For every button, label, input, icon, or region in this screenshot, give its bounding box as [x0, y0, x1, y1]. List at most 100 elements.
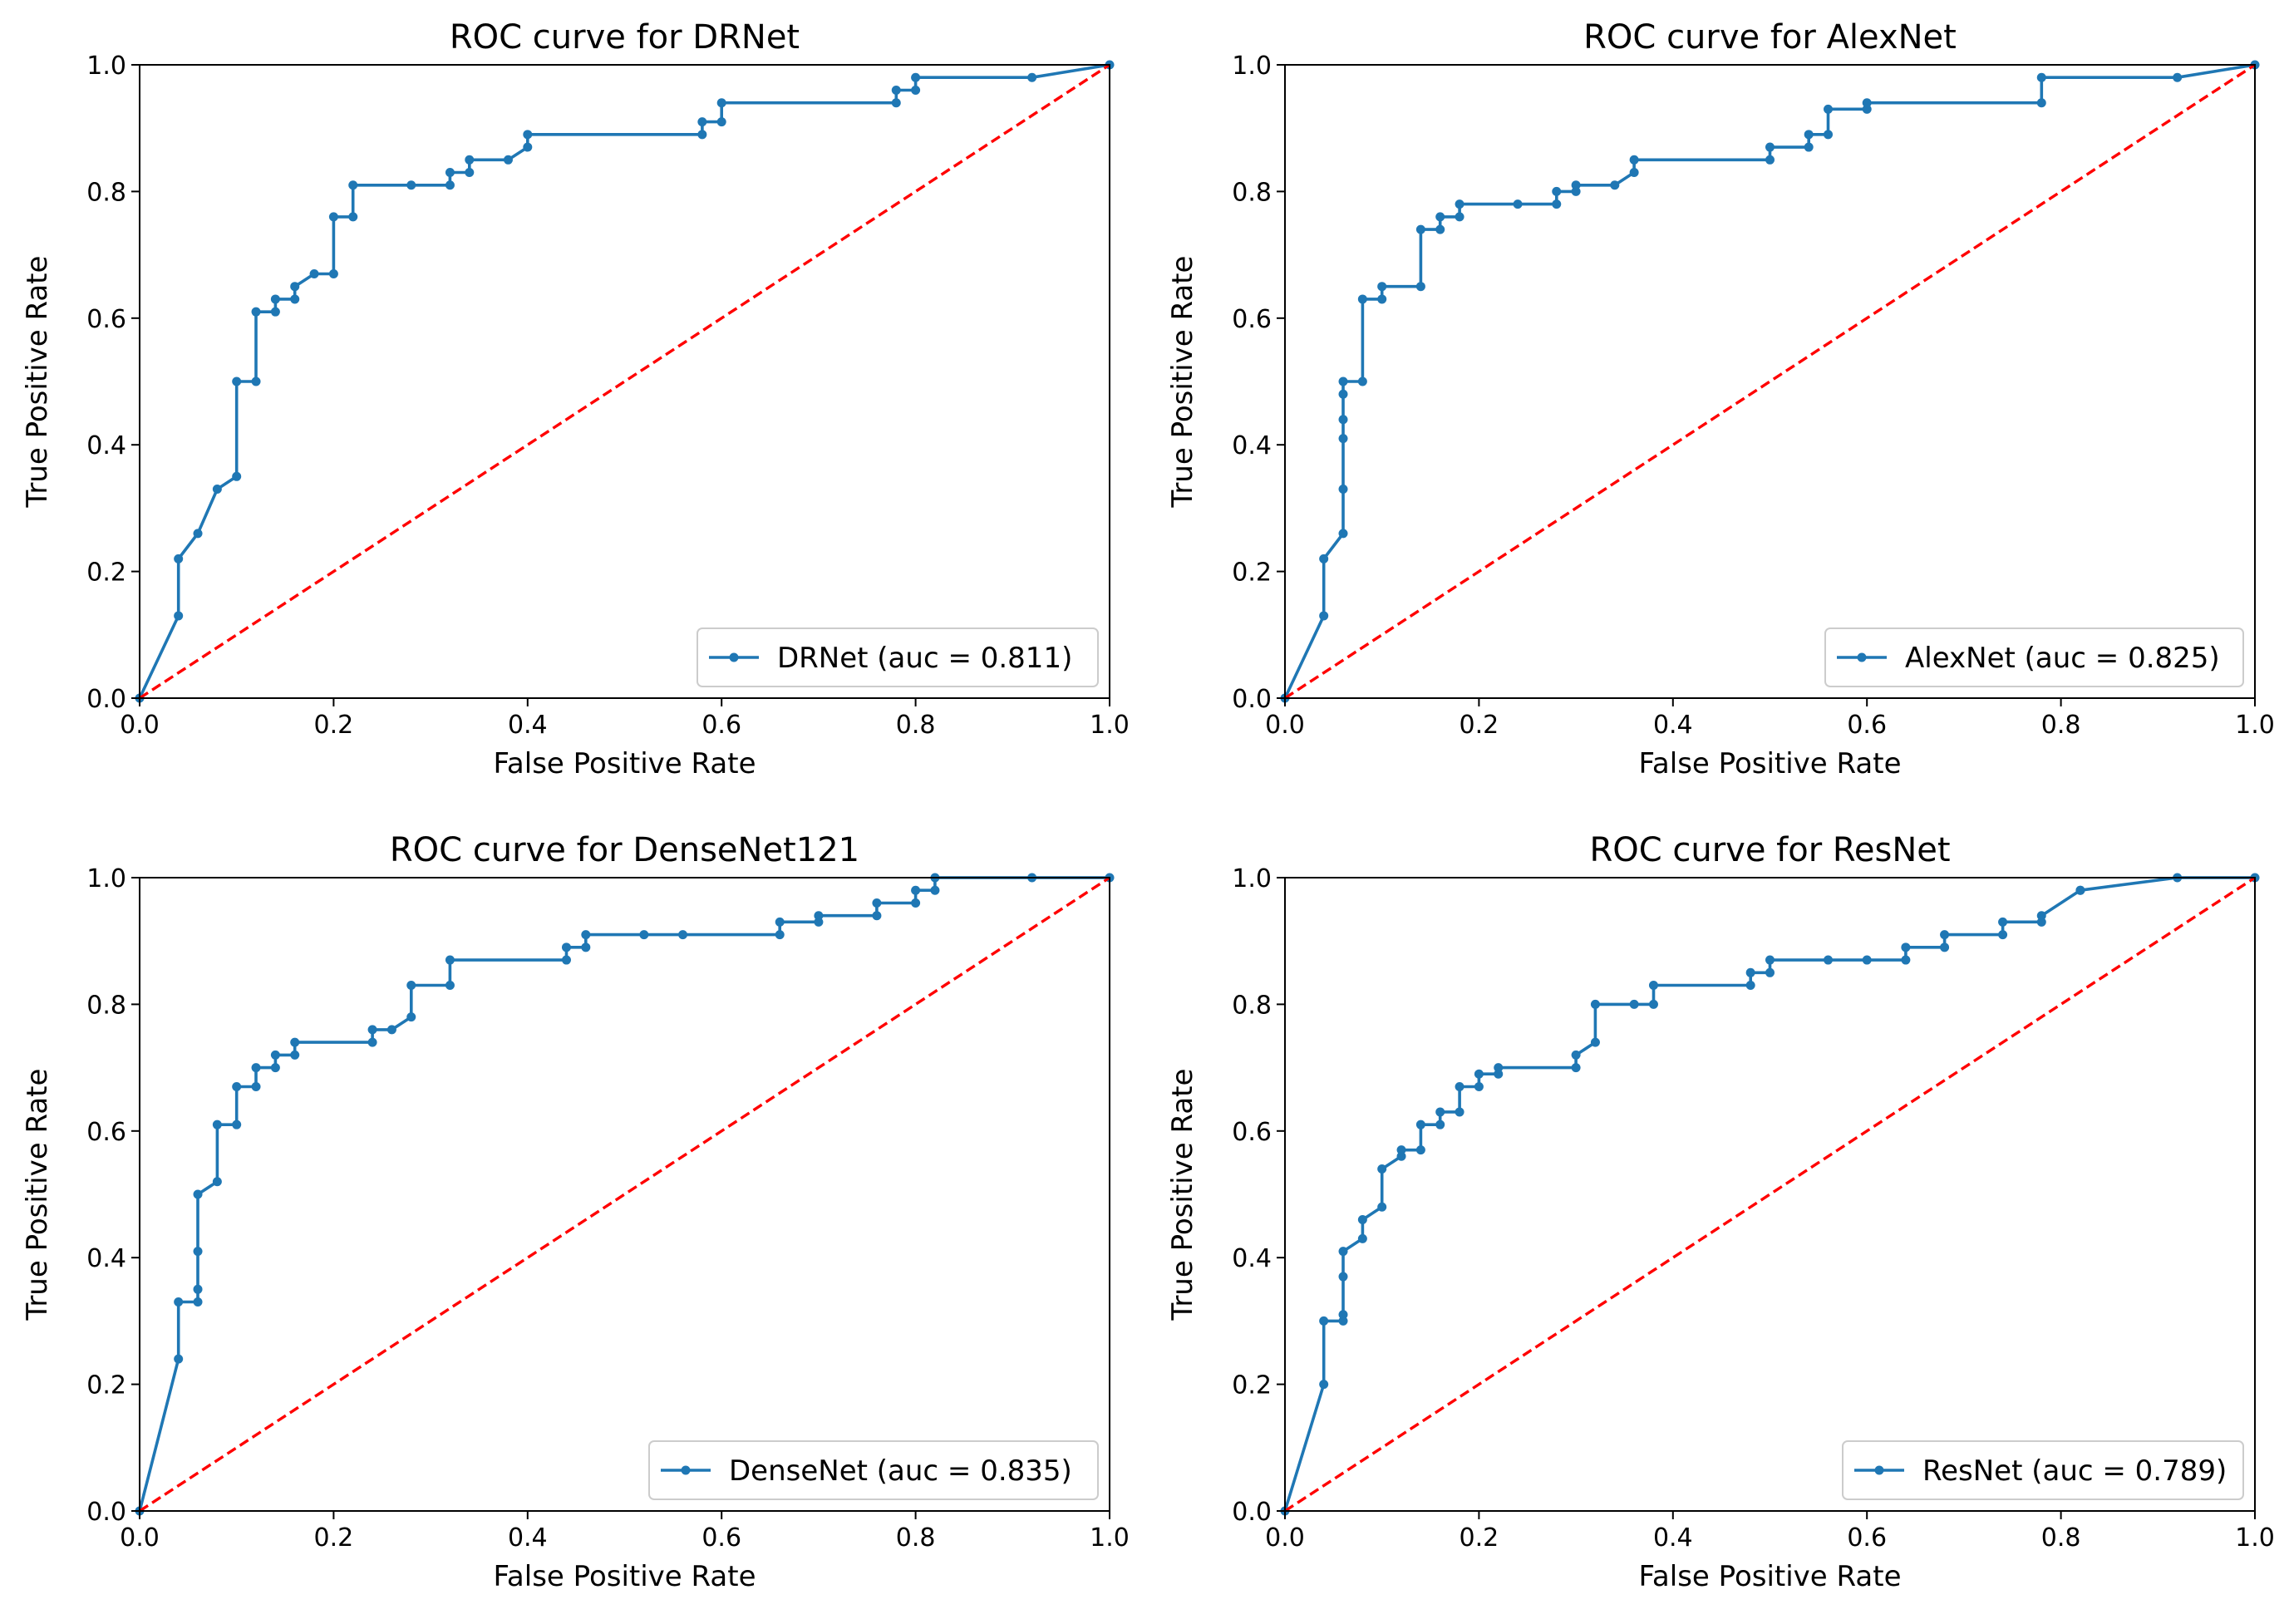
- x-tick-label: 0.4: [508, 1523, 548, 1553]
- x-tick-label: 0.4: [508, 711, 548, 740]
- roc-point: [193, 529, 203, 539]
- roc-point: [193, 1297, 203, 1307]
- y-tick-label: 0.4: [86, 431, 126, 460]
- y-tick-label: 1.0: [1232, 864, 1272, 893]
- y-tick-label: 0.8: [86, 991, 126, 1020]
- roc-point: [309, 268, 319, 278]
- roc-point: [1357, 376, 1367, 386]
- x-tick-label: 0.2: [314, 711, 354, 740]
- y-tick-label: 1.0: [86, 864, 126, 893]
- roc-series: [135, 60, 1115, 703]
- y-tick-label: 0.8: [1232, 178, 1272, 207]
- roc-series: [135, 873, 1115, 1516]
- chance-diagonal-line: [1284, 876, 2256, 1513]
- roc-point: [445, 955, 455, 965]
- roc-point: [1648, 999, 1658, 1009]
- roc-point: [1940, 930, 1950, 940]
- roc-point: [328, 268, 338, 278]
- roc-point: [270, 1063, 280, 1073]
- roc-point: [174, 1354, 184, 1364]
- x-tick-label: 0.6: [701, 1523, 741, 1553]
- roc-point: [1494, 1063, 1504, 1073]
- roc-point: [1415, 1145, 1425, 1155]
- roc-panel-3: 0.0 0.2 0.4 0.6 0.8 1.0 0.0 0.2 0.4 0.6 0.8 1.0 ROC …: [21, 831, 1130, 1593]
- x-tick-label: 0.8: [896, 711, 936, 740]
- roc-point: [1571, 186, 1581, 196]
- roc-point: [445, 168, 455, 178]
- roc-point: [930, 885, 940, 895]
- x-axis-label: False Positive Rate: [1639, 1560, 1902, 1593]
- roc-point: [465, 168, 475, 178]
- x-tick-label: 0.6: [1847, 711, 1887, 740]
- roc-point: [561, 955, 571, 965]
- roc-point: [212, 1120, 222, 1129]
- axes-frame: [1284, 877, 2256, 1512]
- legend-box: [1824, 627, 2244, 687]
- roc-point: [232, 471, 242, 481]
- roc-point: [523, 130, 533, 140]
- y-tick-label: 0.6: [1232, 1118, 1272, 1147]
- roc-point: [193, 1284, 203, 1294]
- roc-point: [270, 307, 280, 317]
- legend-box: [1842, 1440, 2244, 1500]
- roc-point: [716, 117, 726, 127]
- y-tick-label: 0.2: [86, 1371, 126, 1400]
- roc-curve-line: [138, 63, 1110, 699]
- x-axis-label: False Positive Rate: [494, 1560, 756, 1593]
- roc-point: [386, 1025, 396, 1035]
- y-axis-label: True Positive Rate: [1166, 1069, 1199, 1321]
- chance-diagonal-line: [139, 63, 1110, 700]
- roc-point: [639, 930, 649, 940]
- y-tick-label: 0.6: [86, 305, 126, 334]
- roc-point: [814, 917, 824, 927]
- roc-point: [1415, 282, 1425, 292]
- roc-point: [251, 376, 261, 386]
- roc-point: [1901, 942, 1911, 952]
- roc-point: [2036, 911, 2046, 921]
- roc-point: [1610, 180, 1620, 190]
- x-tick-label: 1.0: [1090, 711, 1130, 740]
- roc-point: [193, 1247, 203, 1257]
- roc-point: [232, 376, 242, 386]
- roc-point: [174, 611, 184, 621]
- legend-marker: [729, 652, 739, 662]
- roc-point: [1862, 98, 1872, 108]
- x-tick-label: 0.8: [2041, 711, 2081, 740]
- roc-point: [1338, 1316, 1348, 1326]
- roc-point: [1357, 294, 1367, 304]
- legend-label: ResNet (auc = 0.789): [1922, 1454, 2227, 1488]
- axes-frame: [139, 877, 1110, 1512]
- roc-point: [1338, 529, 1348, 539]
- roc-panel-4: 0.0 0.2 0.4 0.6 0.8 1.0 0.0 0.2 0.4 0.6 0.8 1.0 ROC …: [1166, 831, 2275, 1593]
- y-tick-label: 0.0: [1232, 685, 1272, 714]
- roc-point: [174, 1297, 184, 1307]
- roc-point: [697, 117, 707, 127]
- roc-point: [1455, 1107, 1464, 1117]
- roc-point: [445, 981, 455, 991]
- legend-label: AlexNet (auc = 0.825): [1905, 642, 2220, 675]
- y-axis-label: True Positive Rate: [21, 1069, 54, 1321]
- roc-point: [232, 1120, 242, 1129]
- x-tick-label: 1.0: [1090, 1523, 1130, 1553]
- x-tick-label: 0.4: [1653, 711, 1693, 740]
- roc-point: [290, 294, 300, 304]
- roc-point: [1629, 155, 1639, 165]
- y-tick-label: 0.8: [1232, 991, 1272, 1020]
- roc-point: [1338, 389, 1348, 399]
- y-axis-label: True Positive Rate: [21, 256, 54, 509]
- y-tick-label: 0.2: [1232, 1371, 1272, 1400]
- roc-point: [1377, 294, 1387, 304]
- roc-point: [697, 130, 707, 140]
- roc-point: [1629, 168, 1639, 178]
- roc-point: [290, 282, 300, 292]
- roc-point: [1319, 611, 1329, 621]
- roc-point: [891, 85, 901, 95]
- x-tick-label: 0.6: [1847, 1523, 1887, 1553]
- roc-point: [251, 1081, 261, 1091]
- roc-point: [814, 911, 824, 921]
- roc-point: [1862, 955, 1872, 965]
- legend-label: DenseNet (auc = 0.835): [729, 1454, 1072, 1488]
- roc-point: [2036, 98, 2046, 108]
- roc-point: [1338, 376, 1348, 386]
- roc-point: [251, 307, 261, 317]
